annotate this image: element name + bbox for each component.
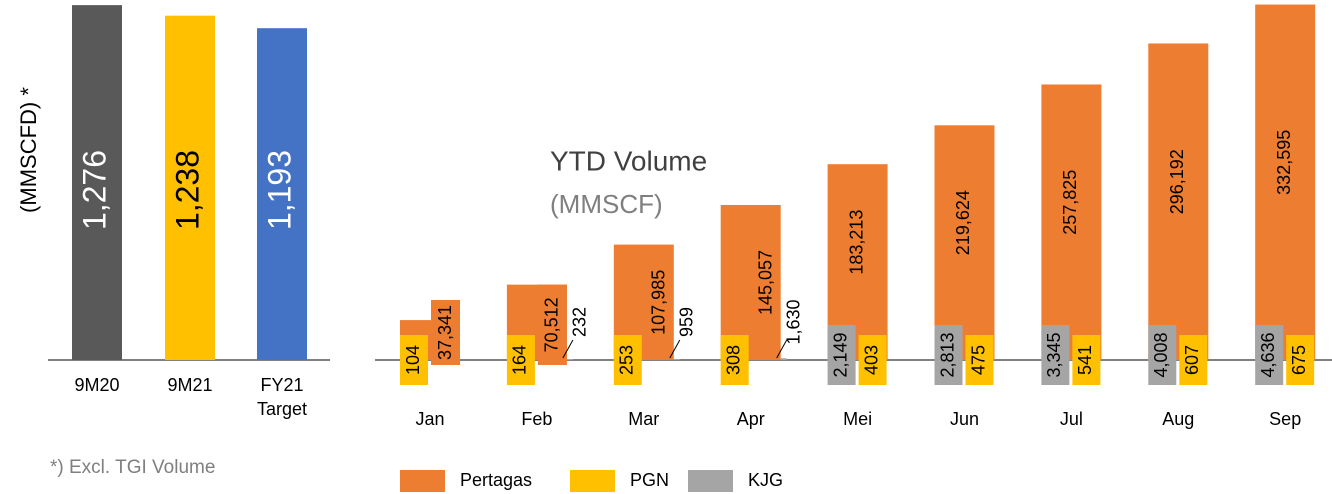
value-label: 104 (403, 345, 423, 375)
label-box (1255, 325, 1284, 385)
label-box (1041, 325, 1070, 385)
bar (1148, 43, 1209, 360)
value-label: 308 (723, 345, 743, 375)
value-label: 332,595 (1274, 130, 1294, 195)
value-label: 1,276 (76, 150, 112, 230)
bar (1041, 84, 1102, 361)
bar (1255, 4, 1316, 360)
value-label: 164 (510, 345, 530, 375)
label-box (431, 300, 460, 365)
value-label: 4,008 (1151, 332, 1171, 377)
leader-line (669, 339, 681, 359)
value-label: 1,238 (169, 150, 205, 230)
value-label: 1,193 (261, 150, 297, 230)
legend-swatch (400, 470, 445, 492)
legend-label: KJG (748, 470, 783, 490)
value-label: 183,213 (846, 210, 866, 275)
chart-subtitle: (MMSCF) (550, 189, 663, 219)
x-tick-label: Apr (737, 409, 765, 429)
x-tick-label: Aug (1162, 409, 1194, 429)
value-label: 37,341 (435, 305, 455, 360)
value-label: 296,192 (1167, 149, 1187, 214)
leader-line (776, 339, 788, 359)
legend-swatch (570, 470, 615, 492)
x-tick-label: FY21 Target (256, 375, 308, 419)
legend-label: Pertagas (460, 470, 532, 490)
bar (1148, 355, 1177, 360)
x-tick-label: Feb (521, 409, 552, 429)
bar (165, 15, 215, 361)
value-label: 2,149 (830, 332, 850, 377)
bar (257, 28, 307, 361)
bar (1072, 359, 1101, 360)
value-label: 475 (968, 345, 988, 375)
leader-line (562, 339, 574, 359)
label-box (1148, 325, 1177, 385)
bar (1041, 356, 1070, 360)
bar (720, 204, 781, 360)
label-box (827, 325, 856, 385)
x-tick-label: Mei (843, 409, 872, 429)
bar (827, 357, 856, 360)
footnote: *) Excl. TGI Volume (50, 457, 215, 478)
bar (1286, 359, 1315, 360)
x-tick-label: 9M21 (167, 375, 213, 395)
label-box (934, 325, 963, 385)
value-label: 4,636 (1258, 332, 1278, 377)
x-tick-label: Sep (1269, 409, 1301, 429)
bar (72, 5, 122, 361)
bar (934, 356, 963, 360)
value-label: 541 (1075, 345, 1095, 375)
bar (934, 125, 995, 361)
y-axis-label: (MMSCFD) * (16, 87, 41, 213)
value-label: 232 (570, 307, 590, 337)
label-box (537, 284, 567, 365)
legend-swatch (688, 470, 733, 492)
value-label: 675 (1289, 345, 1309, 375)
value-label: 959 (677, 307, 697, 337)
bar (965, 359, 994, 360)
x-tick-label: Mar (628, 409, 659, 429)
value-label: 253 (617, 345, 637, 375)
x-tick-label: Jun (950, 409, 979, 429)
bar (780, 358, 787, 360)
value-label: 607 (1182, 345, 1202, 375)
bar (1255, 355, 1284, 360)
value-label: 145,057 (755, 250, 775, 315)
value-label: 219,624 (953, 190, 973, 255)
value-label: 3,345 (1044, 332, 1064, 377)
value-label: 1,630 (783, 299, 803, 344)
value-label: 107,985 (649, 270, 669, 335)
value-label: 2,813 (937, 332, 957, 377)
legend-label: PGN (630, 470, 669, 490)
value-label: 403 (861, 345, 881, 375)
value-label: 257,825 (1060, 170, 1080, 235)
x-tick-label: Jan (415, 409, 444, 429)
bar (673, 358, 680, 360)
x-tick-label: 9M20 (74, 375, 120, 395)
bar (1179, 359, 1208, 360)
chart-title: YTD Volume (550, 145, 707, 176)
x-tick-label: Jul (1060, 409, 1083, 429)
value-label: 70,512 (542, 297, 562, 352)
